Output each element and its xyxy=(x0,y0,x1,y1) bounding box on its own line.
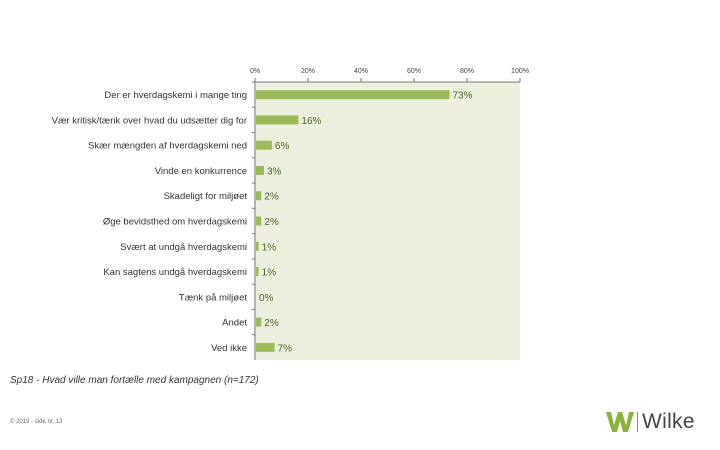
category-label: Vær kritisk/tænk over hvad du udsætter d… xyxy=(52,115,247,126)
bar-chart: 0% 20% 40% 60% 80% 100% Der er hverdagskemi i … xyxy=(52,68,529,360)
data-label: 7% xyxy=(278,343,293,354)
bar xyxy=(256,267,259,277)
data-label: 73% xyxy=(452,91,472,102)
bar xyxy=(256,342,275,352)
category-label: Øge bevidsthed om hverdagskemi xyxy=(103,217,247,228)
data-label: 6% xyxy=(275,141,290,152)
category-label: Skær mængden af hverdagskemi ned xyxy=(88,141,247,152)
data-label: 2% xyxy=(264,318,279,329)
bar xyxy=(256,140,272,150)
bar xyxy=(256,90,450,100)
x-tick-label: 80% xyxy=(460,68,474,75)
category-label: Svært at undgå hverdagskemi xyxy=(120,242,247,253)
bar xyxy=(256,115,299,125)
x-tick-label: 20% xyxy=(301,68,315,75)
category-label: Vinde en konkurrence xyxy=(155,166,247,177)
footer-page-info: © 2019 - side nr. 13 xyxy=(10,419,63,425)
chart-caption: Sp18 - Hvad ville man fortælle med kampa… xyxy=(10,375,259,386)
bar xyxy=(256,191,262,201)
x-tick-label: 100% xyxy=(511,68,529,75)
plot-area xyxy=(255,82,520,360)
data-label: 1% xyxy=(262,268,277,279)
category-label: Ved ikke xyxy=(211,343,247,354)
data-label: 3% xyxy=(267,166,282,177)
company-logo: Wilke xyxy=(606,409,706,435)
w-mark-icon xyxy=(606,412,634,432)
category-label: Skadeligt for miljøet xyxy=(164,191,248,202)
data-label: 0% xyxy=(259,293,274,304)
data-label: 2% xyxy=(264,217,279,228)
x-tick-label: 40% xyxy=(354,68,368,75)
category-label: Andet xyxy=(222,318,247,329)
bar xyxy=(256,216,262,226)
category-label: Tænk på miljøet xyxy=(179,292,247,303)
bar xyxy=(256,241,259,251)
data-label: 1% xyxy=(262,242,277,253)
category-label: Kan sagtens undgå hverdagskemi xyxy=(103,267,247,278)
logo-divider xyxy=(637,412,638,432)
bar xyxy=(256,317,262,327)
x-tick-label: 0% xyxy=(250,68,260,75)
logo-text: Wilke xyxy=(642,410,695,433)
data-label: 16% xyxy=(301,116,321,127)
category-label: Der er hverdagskemi i mange ting xyxy=(104,90,247,101)
bar xyxy=(256,165,264,175)
x-tick-label: 60% xyxy=(407,68,421,75)
data-label: 2% xyxy=(264,192,279,203)
